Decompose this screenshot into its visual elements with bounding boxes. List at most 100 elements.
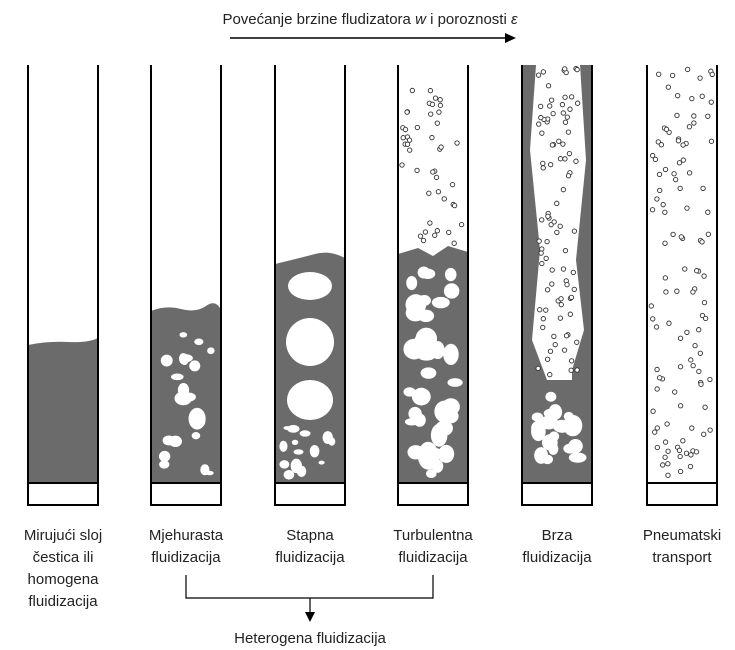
particle: [684, 329, 690, 336]
particle: [656, 71, 662, 77]
particle: [660, 202, 666, 208]
particle: [701, 431, 707, 437]
column-label: Turbulentna: [393, 527, 473, 544]
particle: [694, 268, 700, 274]
bubble: [309, 444, 320, 458]
particle: [539, 217, 545, 223]
particle: [540, 160, 546, 167]
particle: [689, 95, 695, 102]
particle: [707, 376, 713, 383]
bubble: [417, 294, 431, 306]
bubble: [411, 387, 431, 406]
particle: [672, 389, 678, 395]
particle: [570, 269, 576, 276]
particle: [404, 141, 411, 147]
particle: [557, 156, 564, 162]
particle: [698, 381, 704, 387]
particle: [454, 140, 460, 146]
particle: [665, 461, 671, 467]
particle: [657, 187, 663, 194]
particle: [402, 126, 409, 133]
distributor: [274, 482, 346, 506]
particle: [664, 421, 670, 427]
group-label: Heterogena fluidizacija: [234, 630, 386, 647]
particle: [665, 448, 671, 454]
particle: [563, 333, 570, 339]
particle: [662, 439, 669, 445]
bubble: [444, 267, 457, 282]
particle: [675, 93, 681, 99]
particle: [536, 238, 542, 244]
particle: [680, 157, 686, 163]
bubble: [408, 406, 422, 421]
particle: [666, 320, 672, 326]
particle: [400, 135, 406, 141]
bracket-arrow: [305, 612, 315, 622]
particle: [673, 176, 679, 183]
particle: [414, 167, 420, 174]
particle: [557, 315, 564, 321]
particle: [677, 453, 683, 460]
particle: [562, 94, 568, 100]
bubble: [447, 378, 463, 387]
bubble: [420, 367, 437, 379]
particle: [538, 250, 544, 256]
bubble: [189, 360, 201, 372]
particle: [538, 114, 544, 121]
particle: [574, 367, 580, 373]
particle: [568, 358, 575, 364]
particle: [677, 468, 684, 475]
bubble: [563, 443, 578, 454]
particle: [435, 189, 442, 195]
particle: [650, 316, 656, 322]
bubble: [159, 460, 170, 469]
particle: [700, 185, 706, 192]
bubble: [291, 439, 299, 446]
particle: [702, 315, 709, 322]
particle: [544, 356, 551, 362]
bubble: [279, 460, 290, 469]
particle: [406, 137, 413, 143]
bubble: [174, 391, 192, 406]
particle: [409, 87, 416, 94]
distributor: [646, 482, 718, 506]
column-label: fluidizacija: [398, 549, 468, 566]
particle: [652, 156, 659, 163]
bubble: [170, 373, 184, 381]
particle: [709, 71, 715, 78]
particle: [547, 348, 554, 354]
column-label: čestica ili: [33, 549, 94, 566]
particle: [564, 114, 570, 120]
particle: [680, 438, 686, 444]
particle: [691, 113, 697, 119]
particle: [676, 160, 683, 166]
particle: [670, 231, 676, 238]
bubble: [534, 447, 549, 464]
particle: [705, 113, 711, 119]
column-label: fluidizacija: [522, 549, 592, 566]
particle: [683, 450, 690, 456]
particle: [697, 75, 703, 81]
column-label: Mirujući sloj: [24, 527, 102, 544]
column-label: Brza: [542, 527, 574, 544]
particle: [674, 288, 680, 294]
particle: [573, 158, 579, 164]
particle: [543, 307, 549, 313]
particle: [649, 207, 656, 213]
particle: [540, 69, 546, 75]
particle: [654, 386, 660, 392]
particle: [559, 101, 566, 108]
particle: [427, 87, 434, 94]
bubble: [545, 391, 557, 402]
particle: [662, 209, 668, 215]
particle: [684, 205, 690, 211]
particle: [544, 238, 550, 245]
particle: [535, 72, 542, 78]
column-label: homogena: [28, 571, 100, 588]
particle: [436, 109, 442, 115]
particle: [422, 229, 429, 235]
bubble: [299, 430, 311, 437]
particle: [560, 141, 566, 147]
particle: [543, 255, 549, 262]
